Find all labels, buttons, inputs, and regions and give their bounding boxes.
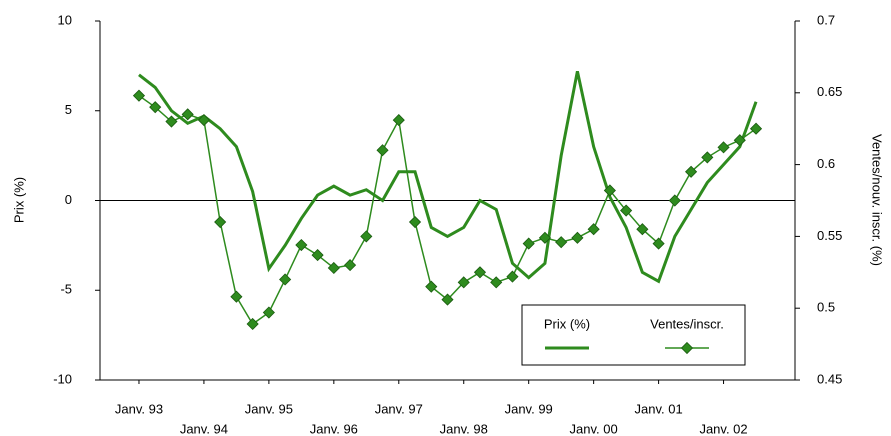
marker xyxy=(555,236,568,249)
series-line xyxy=(138,70,758,284)
marker xyxy=(620,204,633,217)
x-tick-label: Janv. 96 xyxy=(310,421,358,436)
legend-marker xyxy=(680,341,694,355)
y-tick-label: -10 xyxy=(53,371,72,386)
y2-tick-label: 0.5 xyxy=(817,300,835,315)
y-tick-label: 0 xyxy=(65,192,72,207)
marker xyxy=(425,280,438,293)
marker xyxy=(473,266,487,279)
marker xyxy=(538,231,551,244)
marker xyxy=(262,306,275,319)
x-tick-label: Janv. 02 xyxy=(699,421,747,436)
x-tick-label: Janv. 93 xyxy=(115,401,163,416)
marker xyxy=(279,273,292,286)
x-tick-label: Janv. 94 xyxy=(180,421,228,436)
marker xyxy=(571,231,584,244)
y2-tick-label: 0.6 xyxy=(817,156,835,171)
marker xyxy=(441,293,454,306)
marker xyxy=(733,134,746,147)
legend-label: Prix (%) xyxy=(544,316,590,331)
marker xyxy=(132,89,146,102)
legend-box xyxy=(521,304,746,366)
marker xyxy=(749,122,763,135)
y-tick-label: 5 xyxy=(65,102,72,117)
x-tick-label: Janv. 97 xyxy=(375,401,423,416)
marker xyxy=(246,317,259,331)
marker xyxy=(360,230,373,243)
marker xyxy=(636,223,649,236)
marker xyxy=(327,261,340,275)
marker xyxy=(376,144,389,157)
marker xyxy=(685,165,698,178)
marker xyxy=(522,237,535,250)
marker xyxy=(149,101,162,114)
marker xyxy=(587,223,600,236)
marker xyxy=(490,276,503,289)
marker xyxy=(230,290,243,303)
y-tick-label: -5 xyxy=(60,282,72,297)
marker xyxy=(603,184,616,197)
marker xyxy=(652,237,665,250)
y2-tick-label: 0.65 xyxy=(817,84,842,99)
y2-tick-label: 0.45 xyxy=(817,371,842,386)
marker xyxy=(668,194,681,207)
y2-axis-title: Ventes/nouv. inscr. (%) xyxy=(870,134,885,266)
y-tick-label: 10 xyxy=(58,12,72,27)
series-line xyxy=(138,95,757,326)
x-tick-label: Janv. 95 xyxy=(245,401,293,416)
marker xyxy=(408,215,422,229)
legend-label: Ventes/inscr. xyxy=(650,316,724,331)
y-axis-title: Prix (%) xyxy=(11,177,26,223)
marker xyxy=(701,151,714,164)
x-tick-label: Janv. 00 xyxy=(570,421,618,436)
x-tick-label: Janv. 98 xyxy=(440,421,488,436)
marker xyxy=(344,259,357,272)
marker xyxy=(165,115,178,128)
y2-tick-label: 0.55 xyxy=(817,228,842,243)
marker xyxy=(197,114,210,127)
marker xyxy=(506,270,519,283)
marker xyxy=(392,114,405,127)
marker xyxy=(717,141,730,154)
marker xyxy=(457,276,470,289)
marker xyxy=(214,215,227,229)
marker xyxy=(295,238,308,252)
marker xyxy=(181,108,194,121)
marker xyxy=(311,249,324,262)
x-tick-label: Janv. 99 xyxy=(505,401,553,416)
y2-tick-label: 0.7 xyxy=(817,12,835,27)
x-tick-label: Janv. 01 xyxy=(635,401,683,416)
